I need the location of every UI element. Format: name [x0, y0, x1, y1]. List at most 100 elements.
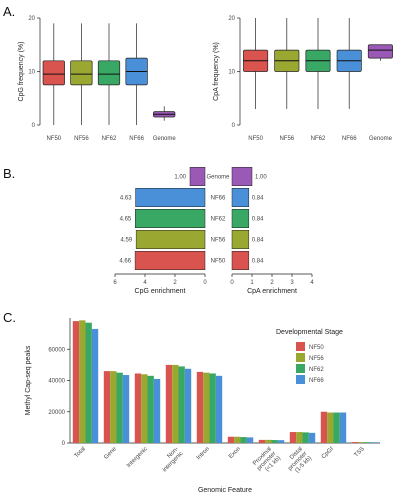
x-tick-label-line: Total — [74, 446, 87, 459]
bar-nf66 — [215, 375, 223, 443]
y-tick-label: 20 — [228, 16, 235, 22]
x-axis-title: Genomic Feature — [198, 487, 252, 494]
bar-nf62 — [209, 373, 216, 443]
bar-nf50 — [351, 442, 359, 443]
bar-nf56 — [79, 320, 86, 443]
legend-swatch-nf66 — [296, 375, 305, 384]
panel-label-c: C. — [3, 310, 16, 325]
bar-nf62 — [271, 440, 278, 443]
x-tick-label: Intergenic — [126, 446, 149, 469]
y-tick-label: 40000 — [48, 379, 65, 385]
bar-nf50 — [289, 432, 297, 443]
x-tick-label: CpGI — [321, 446, 335, 460]
y-axis-title: Methyl Cap-seq peaks — [25, 345, 32, 415]
bar-nf50 — [231, 251, 250, 270]
box-genome — [367, 44, 393, 59]
bar-value-label: 4.66 — [119, 259, 131, 265]
y-tick-label: 10 — [228, 70, 235, 76]
methylcap-peaks-chart: 0 20000 40000 60000 Methyl Cap-seq peaks Tota… — [25, 318, 380, 494]
x-tick-label: NF56 — [74, 136, 89, 142]
x-tick-label: 4 — [143, 280, 147, 286]
x-tick-label: 0 — [230, 280, 234, 286]
bar-genome — [189, 167, 206, 186]
bar-nf56 — [265, 439, 272, 443]
box-nf50 — [42, 60, 65, 86]
bar-nf62 — [147, 375, 154, 443]
bar-nf56 — [296, 432, 303, 443]
bar-nf62 — [85, 322, 92, 443]
bar-nf50 — [72, 321, 80, 443]
x-tick-label: 1 — [250, 280, 254, 286]
bar-nf66 — [370, 442, 378, 443]
bar-nf56 — [172, 364, 179, 443]
y-tick-label: 20 — [28, 16, 35, 22]
bar-value-label: 4.65 — [120, 217, 132, 223]
y-tick-label: 60000 — [48, 347, 65, 353]
bar-genome — [231, 167, 253, 186]
y-tick-label: 0 — [62, 441, 66, 447]
y-tick-label: 0 — [232, 123, 236, 129]
bar-nf50 — [134, 373, 142, 443]
x-tick-label: Distalpromoter(1-5 kb) — [283, 446, 313, 476]
box-nf56 — [70, 60, 93, 86]
bar-nf62 — [333, 412, 340, 443]
category-label: NF62 — [211, 217, 226, 223]
bar-nf62 — [364, 442, 371, 443]
bar-nf50 — [103, 371, 111, 443]
y-tick-label: 20000 — [48, 410, 65, 416]
panel-label-a: A. — [3, 4, 15, 19]
bar-nf56 — [110, 371, 117, 443]
bar-nf50 — [227, 436, 235, 443]
x-tick-label: Total — [74, 446, 87, 459]
bar-value-label: 0.84 — [252, 238, 264, 244]
category-label: Genome — [206, 175, 230, 181]
x-tick-label: Non-intergenic — [157, 446, 184, 473]
bar-value-label: 0.84 — [252, 259, 264, 265]
x-tick-label-line: Intron — [196, 446, 211, 461]
bar-nf50 — [258, 439, 266, 443]
x-tick-label: 0 — [203, 280, 207, 286]
category-label: NF56 — [211, 238, 226, 244]
bar-nf62 — [231, 209, 250, 228]
x-tick-label: 3 — [290, 280, 294, 286]
bar-nf50 — [196, 371, 204, 443]
bar-nf56 — [327, 412, 334, 443]
x-tick-label: Genome — [153, 136, 177, 142]
bar-nf56 — [231, 230, 250, 249]
x-tick-label: Proximalpromoter(<1 kb) — [252, 446, 282, 476]
y-axis-title: CpG frequency (%) — [18, 42, 25, 102]
x-tick-label: 2 — [173, 280, 177, 286]
box-nf62 — [97, 60, 121, 86]
legend-label: NF62 — [309, 367, 324, 373]
category-label: NF66 — [211, 196, 226, 202]
cpa-frequency-boxplot: 0 10 20 CpA frequency (%) NF50 NF56 NF62 NF66 Ge… — [213, 16, 393, 142]
bar-nf62 — [178, 366, 185, 443]
bar-nf66 — [246, 437, 254, 443]
bar-value-label: 0.84 — [252, 217, 264, 223]
bar-nf62 — [302, 432, 309, 443]
bar-nf50 — [134, 251, 206, 270]
legend-label: NF56 — [309, 356, 324, 362]
x-tick-label: NF66 — [342, 136, 357, 142]
category-label: NF50 — [211, 259, 226, 265]
bar-value-label: 4.63 — [120, 196, 132, 202]
bar-nf66 — [135, 188, 206, 207]
x-tick-label: NF66 — [129, 136, 144, 142]
legend-swatch-nf50 — [296, 342, 305, 351]
bar-nf56 — [358, 442, 365, 443]
legend-swatch-nf56 — [296, 353, 305, 362]
x-tick-label: Gene — [103, 446, 118, 461]
bar-nf62 — [240, 437, 247, 443]
bar-value-label: 4.59 — [120, 238, 132, 244]
bar-nf62 — [116, 372, 123, 443]
x-tick-label-line: TSS — [353, 446, 365, 458]
bar-nf66 — [308, 432, 316, 443]
bar-value-label: 0.84 — [252, 196, 264, 202]
x-tick-label: 2 — [270, 280, 274, 286]
cpg-enrichment-chart: 1.00 Genome 4.63 NF66 4.65 NF62 4.59 NF56 4.66 NF… — [113, 167, 230, 295]
x-tick-label: NF50 — [46, 136, 61, 142]
legend-swatch-nf62 — [296, 364, 305, 373]
y-tick-label: 10 — [28, 70, 35, 76]
x-tick-label-line: Exon — [228, 446, 242, 460]
